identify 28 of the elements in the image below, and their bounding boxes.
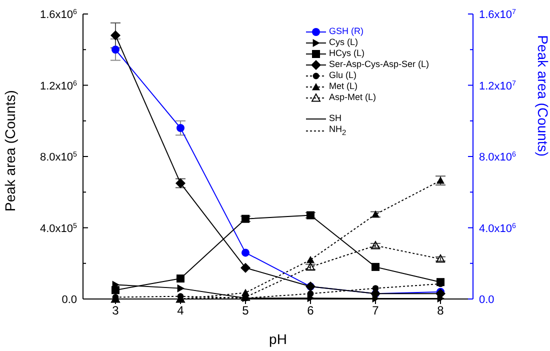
annotation: NH$_{2}$ (329, 124, 346, 137)
x-tick-label: 4 (177, 304, 184, 318)
x-tick-label: 8 (437, 304, 444, 318)
legend-label: Met (L) (329, 81, 358, 92)
x-tick-label: 5 (242, 304, 250, 318)
y-axis-title: Peak area (Counts) (2, 90, 18, 212)
y-tick-label: 4.0x10$^{5}$ (40, 222, 78, 235)
y2-tick-label: 1.6x10$^{7}$ (479, 8, 516, 21)
legend-label: Cys (L) (329, 37, 358, 48)
legend-label: Ser-Asp-Cys-Asp-Ser (L) (329, 59, 430, 70)
y-tick-label: 1.2x10$^{6}$ (40, 79, 78, 92)
x-tick-label: 3 (112, 304, 120, 318)
y-tick-label: 1.6x10$^{6}$ (40, 8, 78, 21)
y2-tick-label: 1.2x10$^{7}$ (479, 79, 516, 92)
y-tick-label: 8.0x10$^{5}$ (40, 150, 78, 164)
legend-label: Glu (L) (329, 70, 357, 81)
y2-tick-label: 8.0x10$^{6}$ (479, 150, 516, 164)
x-tick-label: 7 (372, 304, 380, 318)
legend-label: Asp-Met (L) (329, 92, 376, 103)
annotation: SH (329, 113, 342, 123)
x-axis-title: pH (269, 331, 287, 347)
y2-tick-label: 0.0 (479, 294, 494, 306)
y2-axis-title: Peak area (Counts) (535, 35, 550, 156)
legend-label: HCys (L) (329, 48, 364, 59)
legend-label: GSH (R) (329, 26, 364, 37)
x-tick-label: 6 (307, 304, 314, 318)
y-tick-label: 0.0 (62, 294, 77, 306)
y2-tick-label: 4.0x10$^{6}$ (479, 222, 516, 235)
